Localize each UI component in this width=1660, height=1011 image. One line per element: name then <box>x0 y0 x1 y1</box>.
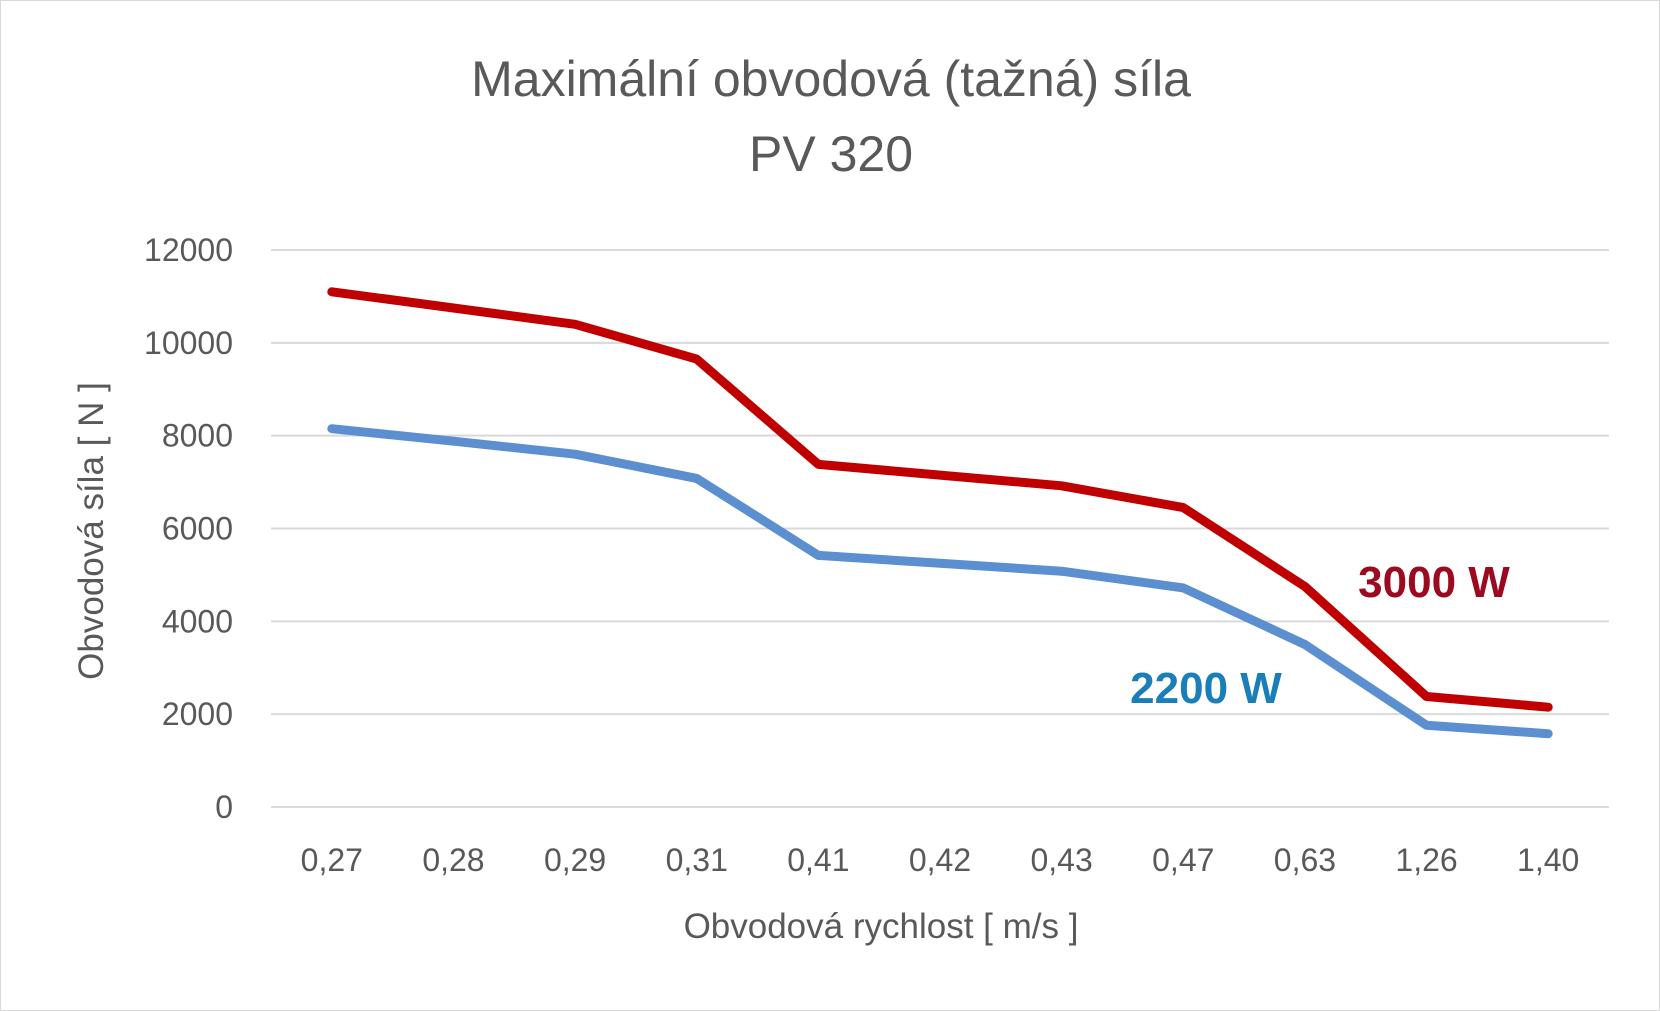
chart-title: Maximální obvodová (tažná) síla <box>471 51 1191 107</box>
y-tick-label: 10000 <box>144 325 233 361</box>
y-axis-title: Obvodová síla [ N ] <box>72 382 111 680</box>
x-tick-label: 0,63 <box>1274 842 1336 878</box>
x-tick-label: 1,40 <box>1517 842 1579 878</box>
x-tick-label: 0,41 <box>787 842 849 878</box>
series-line-1 <box>327 424 1553 739</box>
y-tick-label: 4000 <box>162 603 233 639</box>
gridlines <box>271 249 1609 808</box>
x-axis-ticks: 0,27 0,28 0,29 0,31 0,41 0,42 0,43 0,47 0,63 1,26… <box>301 842 1580 878</box>
series-label-3000w: 3000 W <box>1358 558 1510 607</box>
y-tick-label: 8000 <box>162 418 233 454</box>
y-axis-ticks: 0 2000 4000 6000 8000 10000 12000 <box>144 232 233 825</box>
y-tick-label: 12000 <box>144 232 233 268</box>
x-tick-label: 0,47 <box>1152 842 1214 878</box>
series-line-0 <box>327 287 1553 712</box>
series-label-2200w: 2200 W <box>1130 664 1282 713</box>
y-tick-label: 2000 <box>162 696 233 732</box>
y-tick-label: 0 <box>215 789 233 825</box>
x-tick-label: 0,28 <box>422 842 484 878</box>
x-tick-label: 0,31 <box>666 842 728 878</box>
y-tick-label: 6000 <box>162 511 233 547</box>
series-lines <box>327 287 1553 739</box>
x-axis-title: Obvodová rychlost [ m/s ] <box>684 907 1079 946</box>
x-tick-label: 0,29 <box>544 842 606 878</box>
x-tick-label: 0,27 <box>301 842 363 878</box>
x-tick-label: 0,42 <box>909 842 971 878</box>
x-tick-label: 0,43 <box>1030 842 1092 878</box>
chart-subtitle: PV 320 <box>749 126 913 182</box>
x-tick-label: 1,26 <box>1395 842 1457 878</box>
